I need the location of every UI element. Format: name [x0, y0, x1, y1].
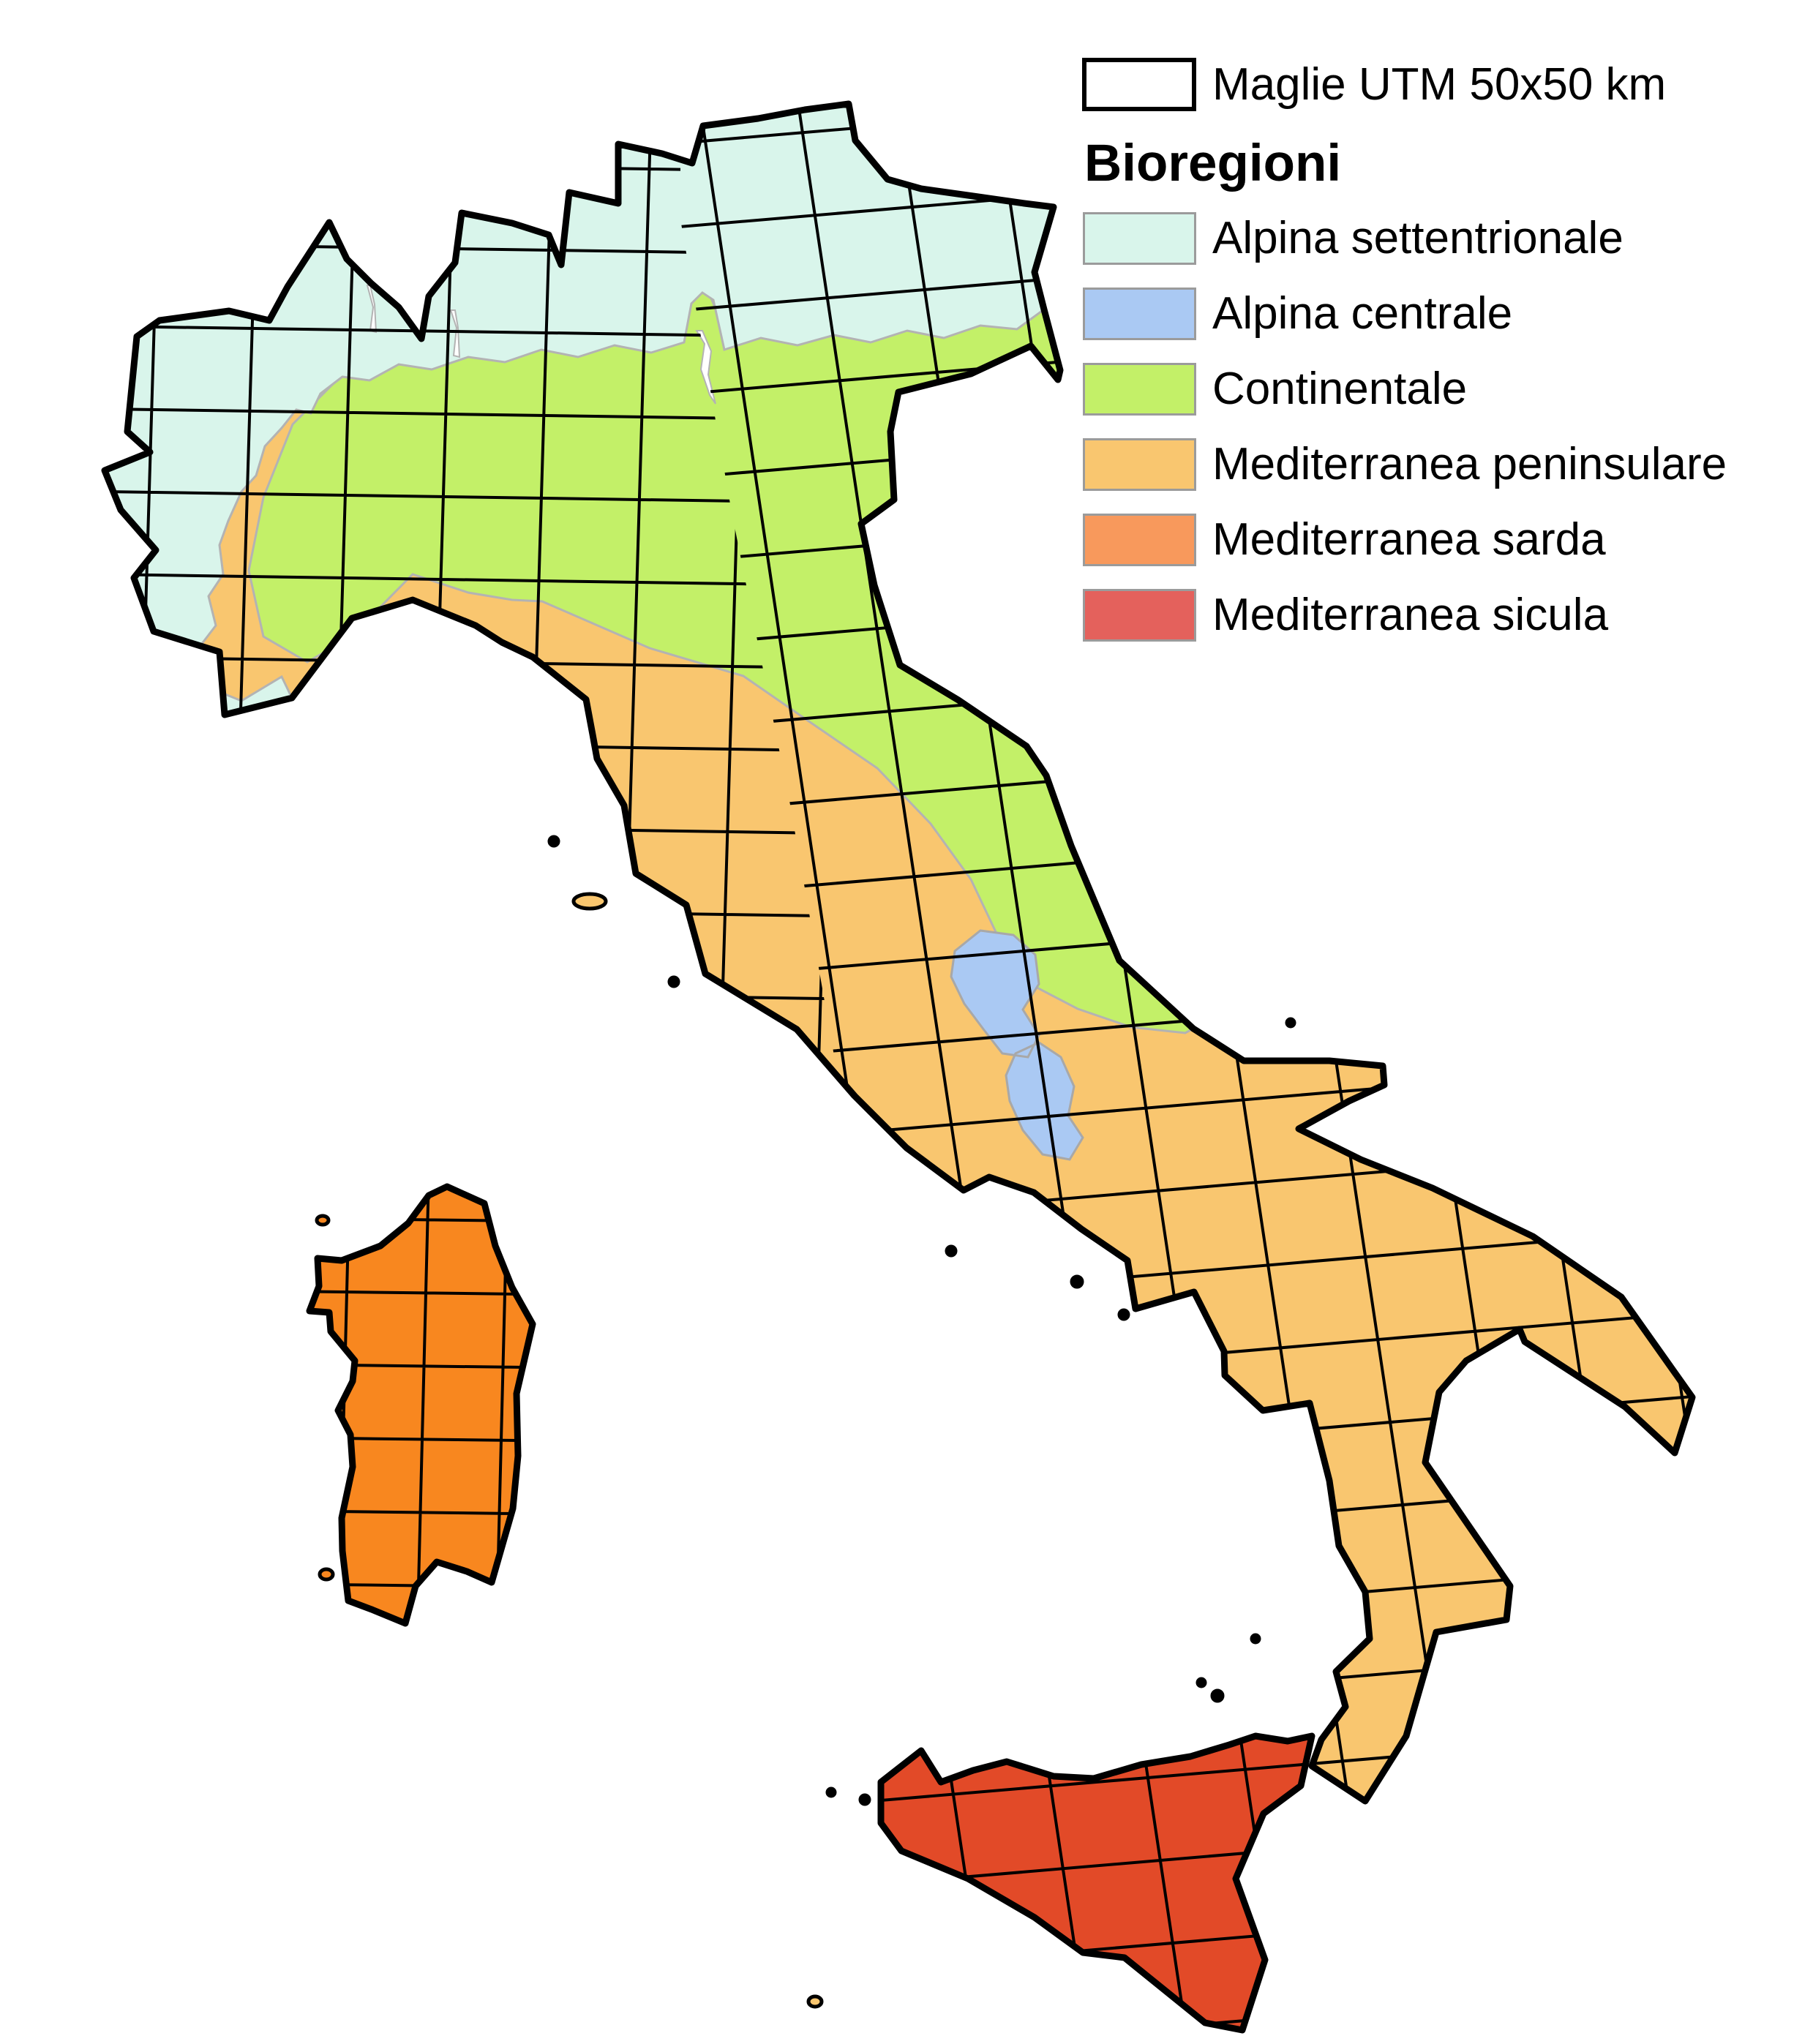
island-ischia	[1070, 1274, 1084, 1289]
island-stromboli	[1250, 1633, 1261, 1645]
swatch-mediterranea-peninsulare	[1083, 438, 1196, 491]
island-san-pietro	[318, 1567, 335, 1582]
utm-grid-label: Maglie UTM 50x50 km	[1212, 59, 1667, 110]
label-alpina-centrale: Alpina centrale	[1212, 288, 1513, 339]
label-mediterranea-sarda: Mediterranea sarda	[1212, 514, 1606, 565]
island-elba	[571, 892, 608, 911]
island-salina	[1195, 1677, 1207, 1688]
island-pantelleria	[806, 1994, 824, 2009]
swatch-mediterranea-sarda	[1083, 514, 1196, 566]
label-mediterranea-sicula: Mediterranea sicula	[1212, 590, 1609, 640]
swatch-continentale	[1083, 363, 1196, 416]
small-islands	[315, 835, 1296, 2009]
bioregion-fills	[105, 104, 1692, 1801]
label-mediterranea-peninsulare: Mediterranea peninsulare	[1212, 439, 1727, 489]
island-ponza	[945, 1244, 958, 1258]
island-favignana	[858, 1793, 871, 1806]
legend-heading: Bioregioni	[1084, 135, 1342, 192]
lake-garda	[695, 330, 716, 405]
island-capri	[1117, 1308, 1130, 1321]
island-tremiti	[1285, 1017, 1296, 1029]
swatch-alpina-settentrionale	[1083, 212, 1196, 265]
island-marettimo	[825, 1786, 837, 1798]
utm-grid-swatch	[1082, 58, 1196, 111]
region-alpina-centrale	[950, 929, 1084, 1161]
swatch-mediterranea-sicula	[1083, 589, 1196, 642]
island-giglio	[667, 975, 680, 988]
label-alpina-settentrionale: Alpina settentrionale	[1212, 213, 1624, 263]
island-lipari	[1210, 1688, 1225, 1703]
island-capraia	[547, 835, 560, 848]
label-continentale: Continentale	[1212, 364, 1468, 414]
swatch-alpina-centrale	[1083, 288, 1196, 340]
lake-como	[449, 309, 461, 358]
island-asinara	[315, 1214, 331, 1227]
